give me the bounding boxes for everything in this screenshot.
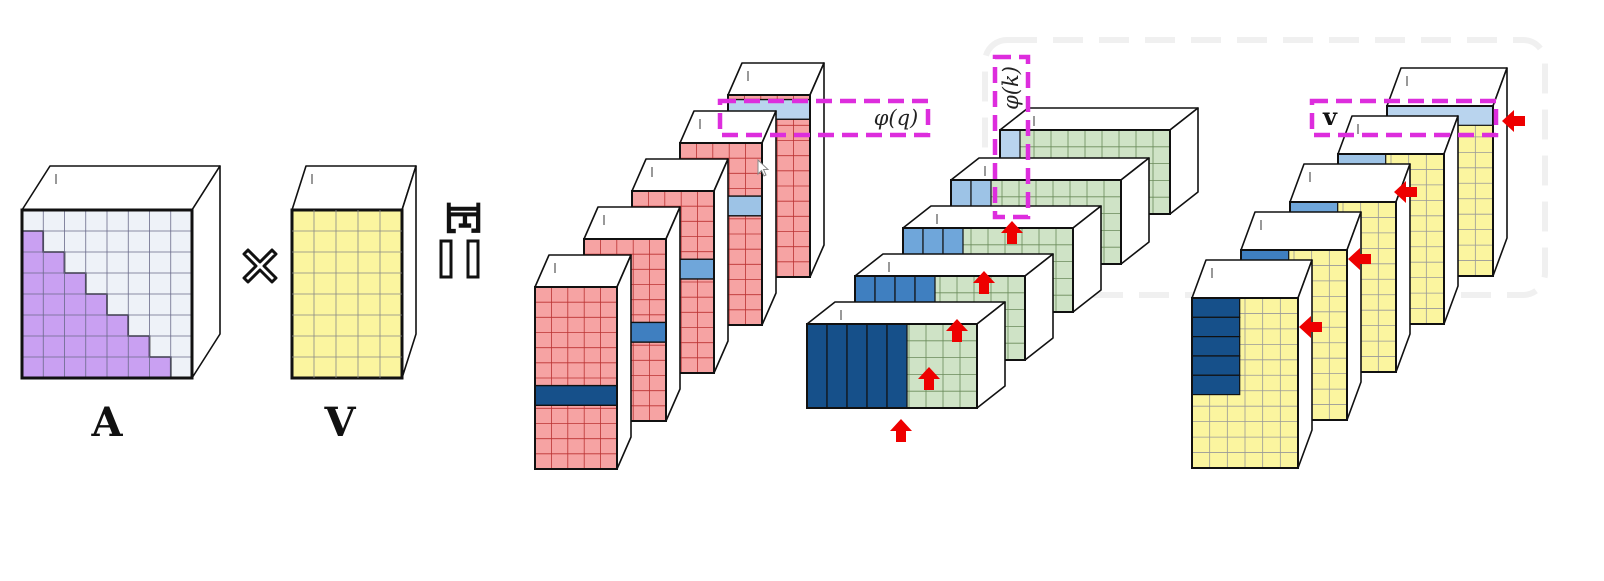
- query-slab-5-side: [616, 254, 632, 470]
- value-slab-4-side: [1346, 211, 1362, 421]
- key-slab-5-top: [806, 301, 1006, 325]
- red-arrow-icon: [1001, 221, 1023, 244]
- red-arrow-icon: [918, 367, 940, 390]
- matrix-v-top: [291, 165, 417, 211]
- v-highlight: [1309, 98, 1499, 138]
- query-slab-3-side: [713, 158, 729, 374]
- arrows: [890, 110, 1525, 442]
- cursor-icon: [757, 158, 770, 177]
- highlight-boxes: φ(q) φ(k) v: [717, 54, 1499, 220]
- key-prefix-col: [826, 323, 848, 409]
- v-small-label: v: [1322, 102, 1338, 131]
- query-stacks: [534, 62, 825, 470]
- value-slab-2-side: [1443, 115, 1459, 325]
- value-stacks: [1191, 67, 1508, 469]
- matrix-a-top: [21, 165, 221, 211]
- query-slab-4-side: [665, 206, 681, 422]
- label-v: V: [323, 399, 356, 446]
- query-slab-1-top: [727, 62, 825, 96]
- key-prefix-col: [846, 323, 868, 409]
- multiply-icon: [242, 248, 278, 284]
- expectation-equals-icon: 𝔼: [437, 201, 488, 279]
- query-slab-2-top: [679, 110, 777, 144]
- red-arrow-icon: [1299, 316, 1322, 338]
- phi-q-highlight: [717, 98, 931, 138]
- phi-k-label: φ(k): [999, 66, 1023, 110]
- matrix-a: [20, 165, 221, 380]
- key-slab-4-top: [854, 253, 1054, 277]
- query-slab-5: [534, 254, 632, 470]
- value-prefix-row: [1191, 297, 1241, 318]
- red-arrow-icon: [1348, 248, 1371, 270]
- red-arrow-icon: [1502, 110, 1525, 132]
- value-slab-4-top: [1240, 211, 1362, 251]
- red-arrow-icon: [1394, 181, 1417, 203]
- expectation-symbol: 𝔼: [437, 201, 488, 235]
- value-prefix-row: [1191, 355, 1241, 376]
- query-slab-4-top: [583, 206, 681, 240]
- phi-q-label: φ(q): [874, 106, 919, 130]
- query-highlight-row: [534, 384, 618, 407]
- red-arrow-icon: [946, 319, 968, 342]
- key-prefix-col: [866, 323, 888, 409]
- value-slab-5-top: [1191, 259, 1313, 299]
- red-arrow-icon: [973, 271, 995, 294]
- query-slab-5-top: [534, 254, 632, 288]
- query-slab-3-top: [631, 158, 729, 192]
- value-prefix-row: [1191, 374, 1241, 396]
- value-prefix-row: [1191, 316, 1241, 338]
- query-slab-1-side: [809, 62, 825, 278]
- label-a: A: [90, 399, 123, 446]
- key-slab-2-top: [950, 157, 1150, 181]
- matrix-v: [290, 165, 417, 380]
- key-slab-5: [806, 301, 1006, 409]
- key-prefix-col: [806, 323, 828, 409]
- value-slab-5: [1191, 259, 1313, 469]
- value-slab-3-top: [1289, 163, 1411, 203]
- value-prefix-row: [1191, 336, 1241, 357]
- query-slab-2-side: [761, 110, 777, 326]
- key-prefix-col: [886, 323, 908, 409]
- key-stacks: [806, 107, 1199, 409]
- value-slab-5-side: [1297, 259, 1313, 469]
- red-arrow-icon: [890, 419, 912, 442]
